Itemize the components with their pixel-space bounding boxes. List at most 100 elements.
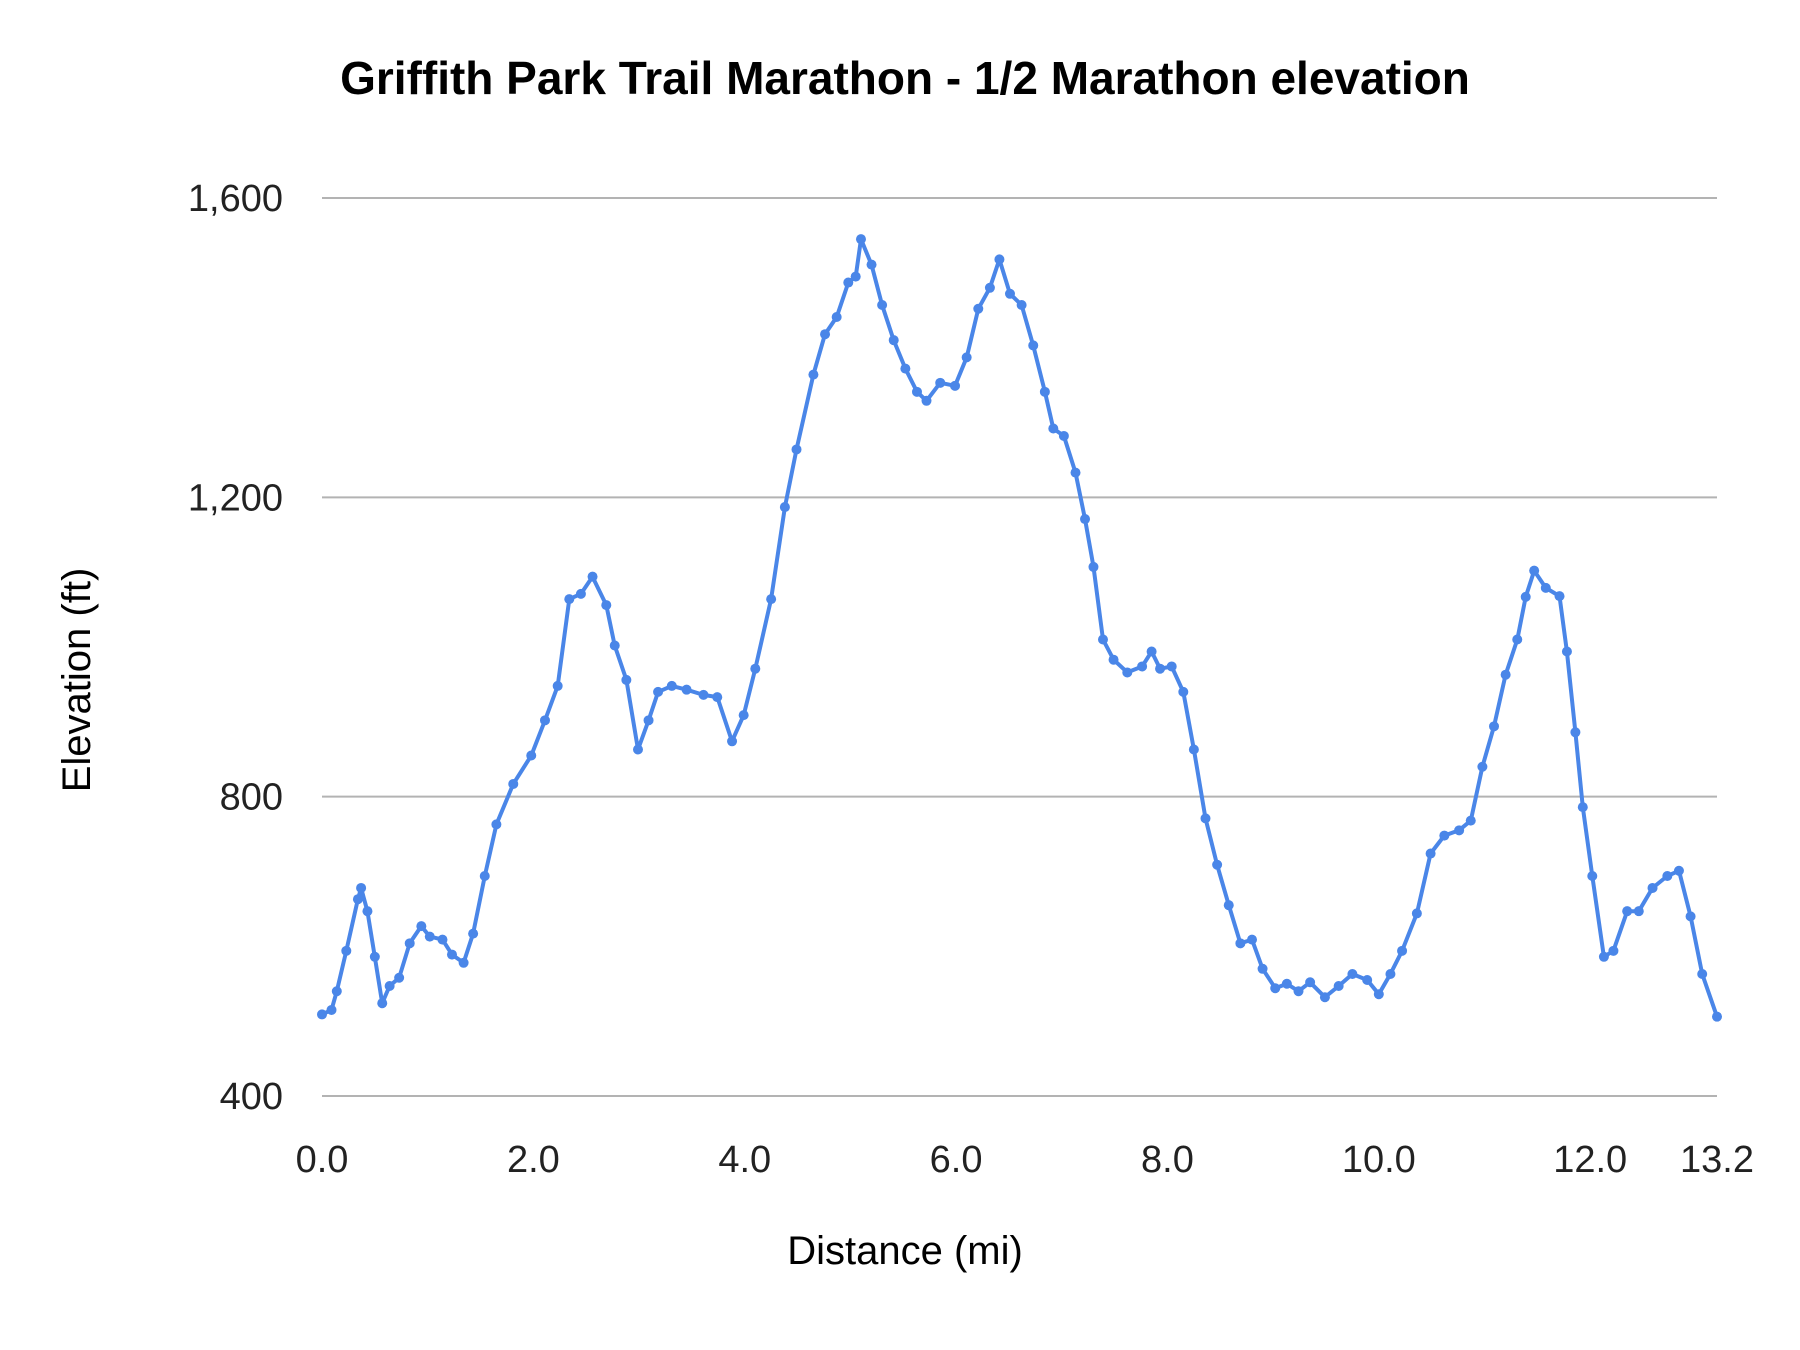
- data-point: [326, 1004, 337, 1015]
- data-point: [1200, 813, 1211, 824]
- data-point: [1520, 591, 1531, 602]
- data-point: [1257, 963, 1268, 974]
- data-point: [1247, 934, 1257, 945]
- data-point: [1070, 467, 1081, 478]
- data-point: [1223, 900, 1234, 911]
- data-point: [394, 972, 405, 983]
- data-point: [1212, 859, 1223, 870]
- data-point: [791, 444, 802, 455]
- y-tick-label: 1,200: [188, 477, 283, 519]
- data-point: [1712, 1011, 1722, 1022]
- data-point: [1048, 423, 1059, 434]
- data-point: [1004, 288, 1015, 299]
- data-point: [1411, 908, 1422, 919]
- data-point: [698, 689, 709, 700]
- data-point: [681, 684, 692, 695]
- data-point: [1622, 906, 1633, 917]
- x-tick-label: 8.0: [1141, 1139, 1194, 1181]
- data-point: [1028, 340, 1039, 351]
- data-point: [539, 715, 550, 726]
- data-point: [1425, 848, 1436, 859]
- data-point: [369, 951, 380, 962]
- data-point: [888, 335, 899, 346]
- data-point: [1333, 980, 1344, 991]
- data-point: [1039, 386, 1050, 397]
- data-point: [1235, 938, 1246, 949]
- data-point: [1647, 882, 1658, 893]
- data-point: [820, 329, 831, 340]
- data-point: [575, 588, 586, 599]
- series-points: [317, 234, 1722, 1022]
- data-point: [1598, 951, 1609, 962]
- data-point: [1305, 977, 1316, 988]
- data-point: [609, 640, 620, 651]
- data-point: [1561, 646, 1572, 657]
- data-point: [377, 998, 388, 1009]
- data-point: [552, 680, 563, 691]
- data-point: [352, 894, 363, 905]
- data-point: [437, 934, 448, 945]
- data-point: [341, 945, 352, 956]
- data-point: [1188, 744, 1199, 755]
- data-point: [1155, 663, 1166, 674]
- data-point: [1685, 911, 1696, 922]
- data-point: [1673, 865, 1684, 876]
- data-point: [866, 259, 877, 270]
- data-point: [1477, 761, 1488, 772]
- data-point: [1385, 969, 1396, 980]
- data-point: [1540, 582, 1551, 593]
- data-point: [416, 921, 427, 932]
- data-point: [601, 600, 612, 611]
- data-point: [404, 938, 415, 949]
- data-point: [526, 750, 537, 761]
- x-tick-label: 10.0: [1342, 1139, 1416, 1181]
- data-point: [900, 363, 911, 374]
- data-point: [1362, 975, 1373, 986]
- x-axis-label: Distance (mi): [787, 1229, 1023, 1273]
- data-point: [1016, 300, 1027, 311]
- data-point: [424, 931, 435, 942]
- data-point: [317, 1009, 327, 1020]
- data-point: [1489, 721, 1500, 732]
- data-point: [1108, 654, 1119, 665]
- data-point: [1373, 989, 1384, 1000]
- data-point: [727, 736, 738, 747]
- data-point: [1097, 634, 1108, 645]
- data-point: [750, 663, 761, 674]
- data-point: [1512, 634, 1523, 645]
- data-point: [1178, 686, 1189, 697]
- data-point: [1281, 978, 1292, 989]
- y-tick-label: 400: [220, 1076, 283, 1118]
- data-point: [587, 571, 598, 582]
- data-point: [1465, 815, 1476, 826]
- x-tick-label: 0.0: [296, 1139, 349, 1181]
- data-point: [384, 980, 395, 991]
- data-point: [843, 277, 854, 288]
- data-point: [508, 778, 519, 789]
- x-tick-label: 4.0: [718, 1139, 771, 1181]
- data-point: [1122, 667, 1133, 678]
- data-point: [1088, 561, 1099, 572]
- data-point: [1529, 565, 1540, 576]
- data-point: [1347, 969, 1358, 980]
- gridlines: [322, 197, 1717, 1097]
- data-point: [1080, 514, 1091, 525]
- data-point: [1608, 945, 1619, 956]
- data-point: [653, 686, 664, 697]
- data-point: [1319, 992, 1330, 1003]
- data-point: [1570, 727, 1581, 738]
- data-point: [961, 352, 972, 363]
- data-point: [1397, 945, 1408, 956]
- series-line: [321, 237, 1719, 1018]
- data-point: [1633, 906, 1644, 917]
- data-point: [973, 303, 984, 314]
- data-point: [850, 271, 861, 282]
- data-point: [877, 300, 888, 311]
- data-point: [1293, 986, 1304, 997]
- y-axis-label: Elevation (ft): [55, 568, 99, 793]
- data-point: [1270, 983, 1281, 994]
- data-point: [1500, 669, 1511, 680]
- data-point: [1662, 870, 1673, 881]
- data-point: [468, 928, 479, 939]
